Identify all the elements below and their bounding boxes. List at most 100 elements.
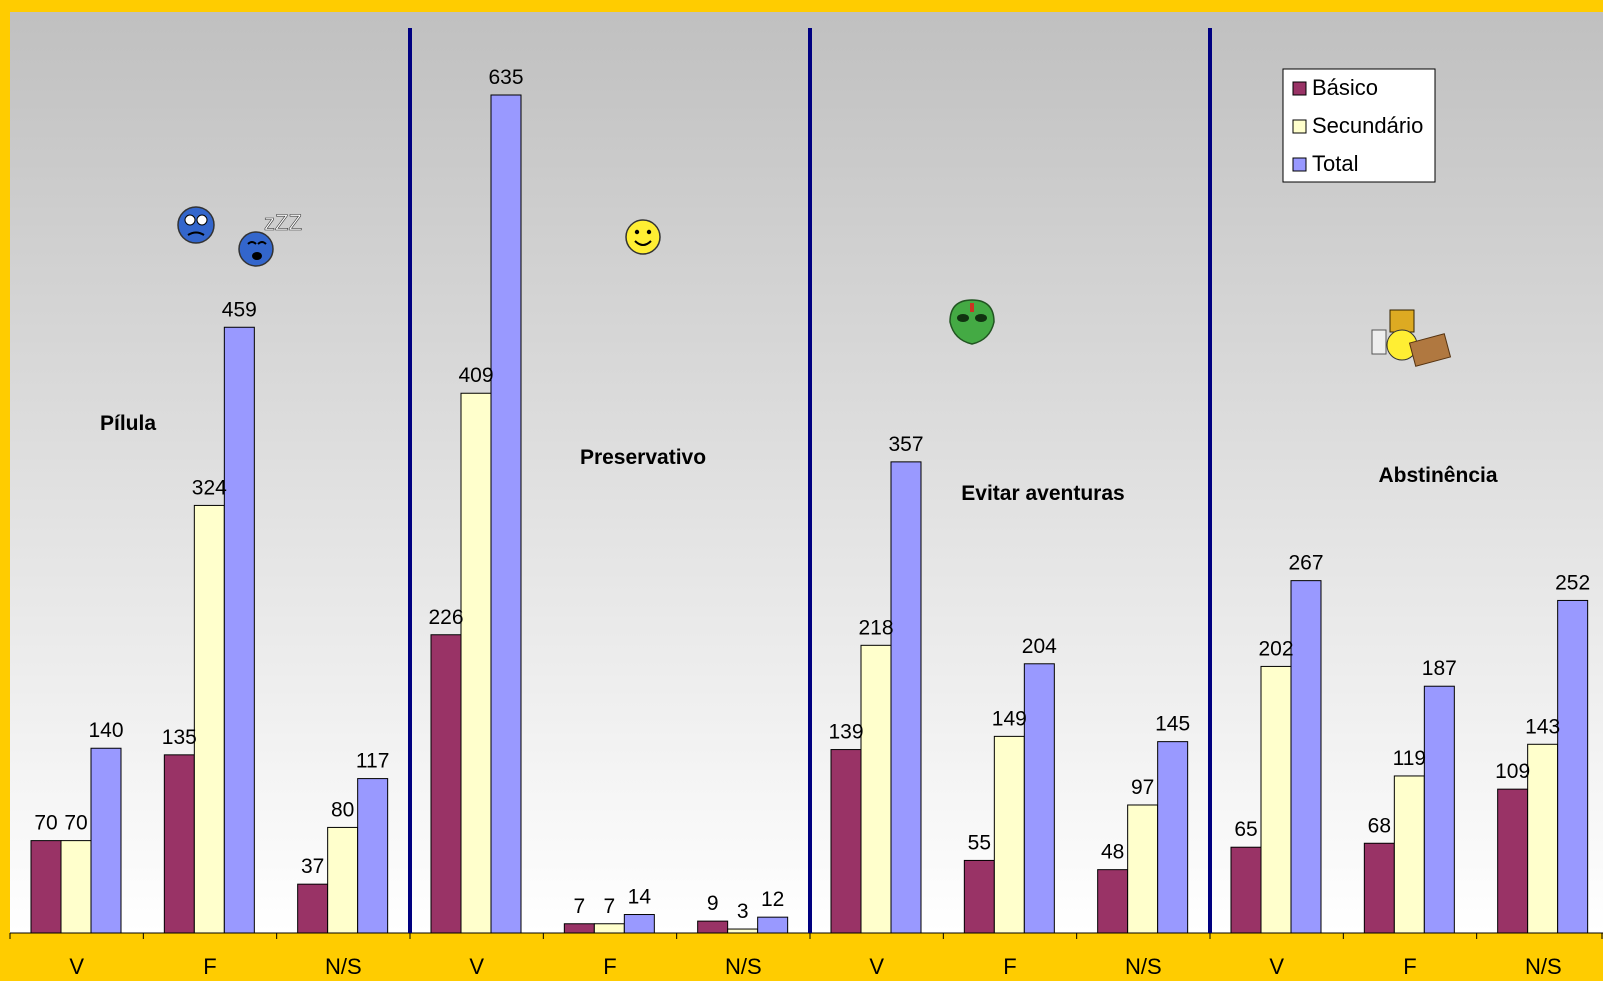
x-tick-label: F <box>603 954 616 976</box>
group-title: Evitar aventuras <box>961 482 1124 505</box>
data-label: 218 <box>858 616 893 639</box>
group-title: Abstinência <box>1378 464 1497 487</box>
bar-secundário <box>727 928 759 934</box>
data-label: 459 <box>222 298 257 321</box>
bar-total <box>1023 663 1055 934</box>
x-tick-label: F <box>203 954 216 976</box>
data-label: 135 <box>162 726 197 749</box>
bar-básico <box>697 920 729 934</box>
data-label: 357 <box>888 433 923 456</box>
bar-total <box>490 94 522 934</box>
data-label: 149 <box>992 707 1027 730</box>
data-label: 204 <box>1022 635 1057 658</box>
bar-total <box>1157 741 1189 934</box>
bar-básico <box>963 859 995 934</box>
bar-secundário <box>593 923 625 934</box>
data-label: 187 <box>1422 657 1457 680</box>
bar-total <box>1557 599 1589 934</box>
bar-secundário <box>460 392 492 934</box>
data-label: 143 <box>1525 715 1560 738</box>
bar-básico <box>1230 846 1262 934</box>
bar-total <box>757 916 789 934</box>
bar-básico <box>430 634 462 934</box>
bar-total <box>357 778 389 934</box>
bar-secundário <box>193 504 225 934</box>
bar-secundário <box>1393 775 1425 934</box>
x-tick-label: F <box>1403 954 1416 976</box>
data-label: 267 <box>1288 552 1323 575</box>
data-label: 12 <box>761 888 784 911</box>
bar-básico <box>30 840 62 934</box>
data-label: 97 <box>1131 776 1154 799</box>
bar-secundário <box>60 840 92 934</box>
data-label: 226 <box>428 606 463 629</box>
legend-swatch <box>1292 119 1307 134</box>
data-label: 7 <box>603 895 615 918</box>
data-label: 70 <box>64 812 87 835</box>
pope-smiley-icon <box>1371 309 1452 367</box>
data-label: 37 <box>301 855 324 878</box>
data-label: 68 <box>1368 814 1391 837</box>
sleepy-faces-icon <box>177 206 215 244</box>
smiley-icon <box>625 219 661 255</box>
x-tick-label: V <box>869 954 884 976</box>
data-label: 117 <box>356 750 389 773</box>
data-label: 324 <box>192 476 227 499</box>
group-title: Preservativo <box>580 446 706 469</box>
legend-label: Secundário <box>1312 113 1423 138</box>
x-tick-label: N/S <box>325 954 362 976</box>
bar-básico <box>1497 788 1529 934</box>
bar-secundário <box>1127 804 1159 934</box>
bar-secundário <box>860 644 892 934</box>
x-tick-label: N/S <box>1125 954 1162 976</box>
data-label: 109 <box>1495 760 1530 783</box>
bar-secundário <box>1260 665 1292 934</box>
data-label: 119 <box>1393 747 1426 770</box>
data-label: 9 <box>707 892 719 915</box>
zzz-icon: zZZ <box>264 210 302 235</box>
group-title: Pílula <box>100 412 156 435</box>
legend-box <box>1282 68 1436 183</box>
x-tick-label: V <box>1269 954 1284 976</box>
data-label: 635 <box>488 66 523 89</box>
bar-básico <box>830 749 862 934</box>
data-label: 3 <box>737 900 749 923</box>
alien-icon <box>949 299 995 345</box>
data-label: 7 <box>573 895 585 918</box>
bar-secundário <box>993 735 1025 934</box>
data-label: 80 <box>331 798 354 821</box>
x-tick-label: N/S <box>1525 954 1562 976</box>
legend-swatch <box>1292 157 1307 172</box>
sleepy-face-icon <box>238 231 274 267</box>
data-label: 140 <box>88 719 123 742</box>
bar-secundário <box>327 826 359 934</box>
bar-total <box>1290 580 1322 934</box>
bar-básico <box>1363 842 1395 934</box>
bar-total <box>623 914 655 934</box>
data-label: 145 <box>1155 713 1190 736</box>
data-label: 48 <box>1101 841 1124 864</box>
x-tick-label: N/S <box>725 954 762 976</box>
x-tick-label: V <box>69 954 84 976</box>
bar-básico <box>563 923 595 934</box>
legend-label: Básico <box>1312 75 1378 100</box>
data-label: 65 <box>1234 818 1257 841</box>
bar-total <box>1423 685 1455 934</box>
data-label: 139 <box>828 721 863 744</box>
legend: Básico Secundário Total <box>1282 68 1436 183</box>
data-label: 70 <box>34 812 57 835</box>
data-label: 55 <box>968 831 991 854</box>
data-label: 252 <box>1555 571 1590 594</box>
bar-básico <box>163 754 195 934</box>
bar-básico <box>1097 869 1129 934</box>
legend-label: Total <box>1312 151 1358 176</box>
data-label: 202 <box>1258 637 1293 660</box>
data-label: 14 <box>628 886 652 909</box>
bar-básico <box>297 883 329 934</box>
x-tick-label: V <box>469 954 484 976</box>
bar-total <box>890 461 922 934</box>
x-tick-label: F <box>1003 954 1016 976</box>
bar-total <box>223 326 255 934</box>
